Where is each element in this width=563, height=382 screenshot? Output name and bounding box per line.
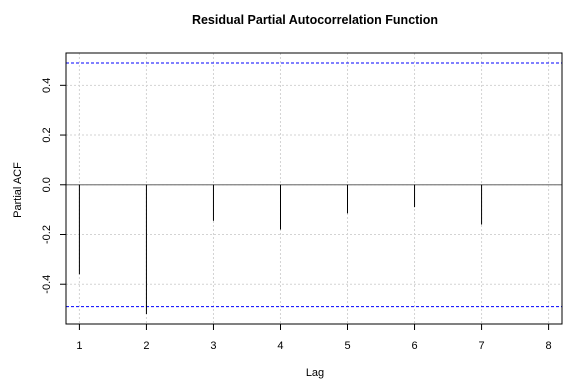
- grid: [66, 53, 562, 324]
- y-axis: -0.4 -0.2 0.0 0.2 0.4: [41, 78, 66, 294]
- x-tick-label: 1: [76, 340, 82, 352]
- y-tick-label: 0.4: [41, 78, 53, 93]
- y-tick-label: -0.4: [41, 275, 53, 294]
- x-tick-label: 4: [277, 340, 283, 352]
- x-tick-label: 2: [143, 340, 149, 352]
- y-tick-label: -0.2: [41, 225, 53, 244]
- x-tick-label: 7: [479, 340, 485, 352]
- y-tick-label: 0.0: [41, 177, 53, 192]
- x-tick-label: 3: [210, 340, 216, 352]
- y-axis-title: Partial ACF: [12, 162, 24, 218]
- x-tick-label: 6: [411, 340, 417, 352]
- x-axis-title: Lag: [306, 367, 324, 379]
- x-tick-label: 8: [546, 340, 552, 352]
- plot-frame: [65, 52, 563, 325]
- bars: [78, 184, 483, 315]
- y-tick-label: 0.2: [41, 127, 53, 142]
- x-axis: 1 2 3 4 5 6 7 8: [76, 324, 552, 352]
- reference-lines: [66, 62, 562, 308]
- x-tick-label: 5: [344, 340, 350, 352]
- chart-title: Residual Partial Autocorrelation Functio…: [192, 13, 438, 27]
